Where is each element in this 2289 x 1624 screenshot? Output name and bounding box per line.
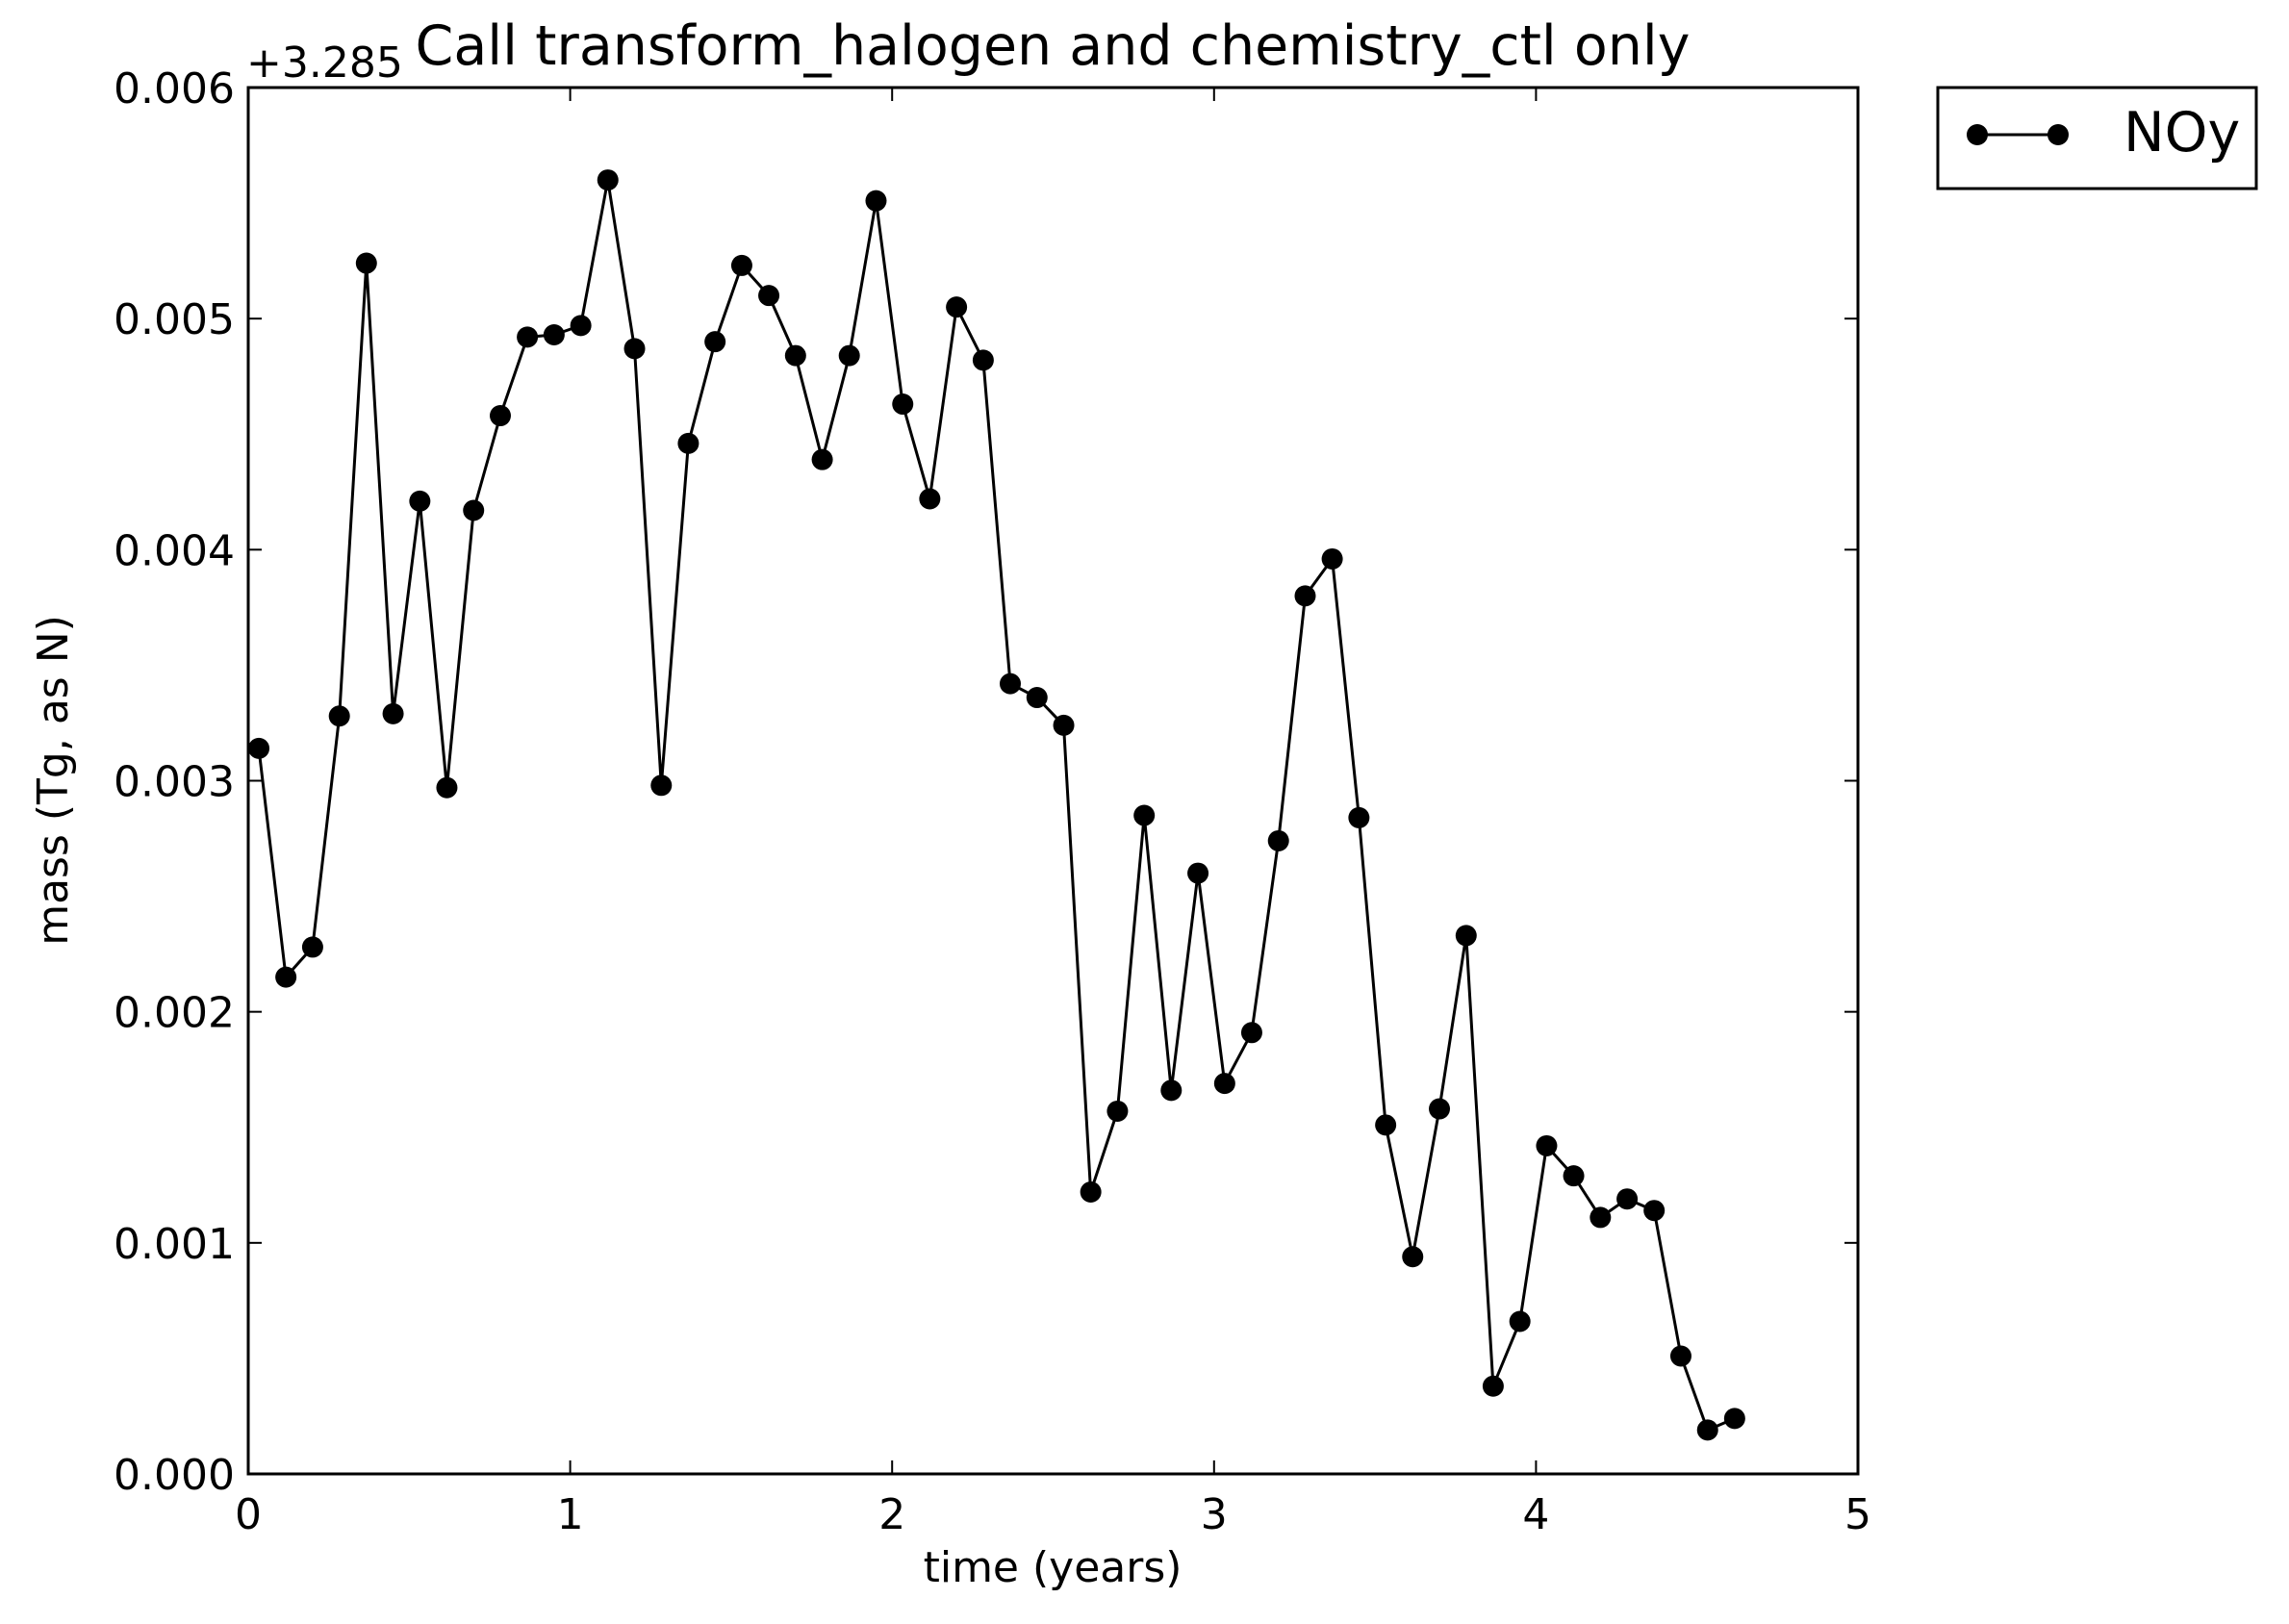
data-point: [1294, 585, 1316, 607]
data-point: [1669, 1345, 1691, 1367]
chart-title: Call transform_halogen and chemistry_ctl…: [416, 14, 1691, 78]
y-tick-label: 0.006: [114, 64, 235, 114]
data-point: [489, 405, 511, 427]
data-point: [570, 315, 592, 337]
y-axis-label: mass (Tg, as N): [29, 615, 78, 946]
data-point: [811, 448, 833, 470]
data-point: [1536, 1134, 1558, 1156]
x-axis-label: time (years): [924, 1543, 1183, 1592]
data-point: [784, 344, 806, 367]
data-point: [1590, 1206, 1612, 1229]
data-point: [1563, 1165, 1585, 1187]
data-point: [1080, 1180, 1102, 1203]
x-tick-label: 1: [557, 1490, 584, 1539]
data-point: [517, 326, 539, 348]
data-point: [382, 702, 404, 724]
legend: NOy: [1936, 86, 2258, 190]
data-point: [1321, 547, 1343, 570]
plot-frame: [246, 86, 1860, 1476]
data-point: [946, 296, 968, 318]
data-point: [999, 672, 1021, 695]
series-line-noy: [257, 178, 1736, 1432]
plot-marks: [248, 169, 1745, 1441]
data-point: [301, 936, 323, 958]
x-tick-label: 2: [878, 1490, 905, 1539]
y-tick-label: 0.001: [114, 1220, 235, 1269]
data-point: [892, 393, 914, 416]
data-point: [1429, 1098, 1451, 1120]
x-tick-label: 4: [1522, 1490, 1549, 1539]
legend-marker: [2047, 124, 2069, 145]
data-point: [838, 344, 860, 367]
data-point: [1402, 1246, 1424, 1268]
data-point: [865, 190, 887, 212]
data-point: [1213, 1073, 1235, 1095]
data-point: [919, 488, 941, 510]
y-offset-label: +3.285: [246, 38, 403, 88]
y-tick-label: 0.002: [114, 989, 235, 1038]
data-point: [436, 776, 458, 799]
data-point: [1267, 829, 1289, 851]
x-tick-label: 5: [1844, 1490, 1871, 1539]
data-point: [1133, 804, 1156, 826]
data-point: [1053, 714, 1075, 736]
data-point: [248, 737, 270, 759]
data-point: [758, 285, 780, 307]
data-point: [463, 499, 485, 521]
data-point: [1616, 1188, 1639, 1210]
data-point: [704, 331, 726, 353]
y-tick-label: 0.004: [114, 526, 235, 575]
data-point: [1723, 1408, 1745, 1430]
legend-label-noy: NOy: [2124, 101, 2240, 165]
data-point: [328, 705, 350, 727]
data-point: [1187, 862, 1209, 884]
data-point: [1240, 1022, 1262, 1044]
data-point: [597, 169, 619, 191]
data-point: [1160, 1079, 1183, 1102]
y-tick-label: 0.000: [114, 1451, 235, 1500]
x-tick-label: 0: [235, 1490, 262, 1539]
data-point: [1375, 1114, 1397, 1136]
data-point: [1643, 1200, 1666, 1222]
y-tick-label: 0.003: [114, 758, 235, 807]
data-point: [677, 432, 699, 454]
data-point: [730, 254, 752, 276]
data-point: [650, 774, 673, 797]
data-point: [1482, 1375, 1504, 1397]
data-point: [1106, 1100, 1129, 1122]
legend-marker: [1967, 124, 1988, 145]
data-point: [972, 349, 994, 371]
data-point: [1455, 925, 1477, 947]
axis-ticks: 0 1 2 3 4 5 0.000 0.001 0.002 0.003 0.004 0.005 0.00…: [114, 64, 1871, 1539]
data-point: [275, 966, 297, 988]
x-tick-label: 3: [1201, 1490, 1228, 1539]
data-point: [1348, 806, 1370, 828]
data-point: [409, 490, 431, 512]
data-point: [1509, 1310, 1531, 1332]
legend-box: [1936, 86, 2258, 190]
data-point: [1696, 1419, 1718, 1441]
data-point: [1026, 687, 1048, 709]
data-point: [623, 338, 646, 360]
data-point: [355, 252, 377, 274]
data-point: [543, 323, 565, 345]
y-tick-label: 0.005: [114, 295, 235, 344]
